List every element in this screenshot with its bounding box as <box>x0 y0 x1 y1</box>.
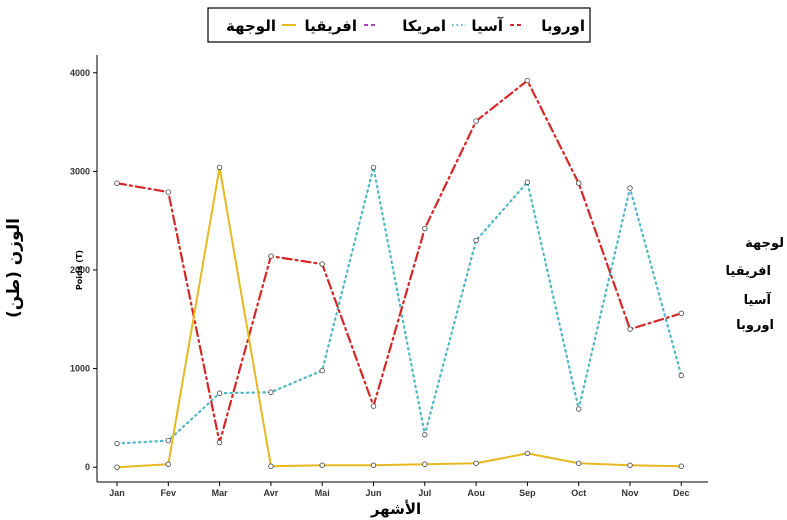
legend-title: الوجهة <box>226 17 276 35</box>
legend-label: آسيا <box>471 17 504 35</box>
x-tick-label: Fev <box>161 488 177 498</box>
data-point <box>678 310 684 317</box>
x-tick-label: Jan <box>109 488 125 498</box>
legend-label: افريقيا <box>305 17 357 35</box>
data-point <box>319 367 325 374</box>
x-axis-title: الأشهر <box>370 500 421 518</box>
y-tick-label: 0 <box>85 462 90 472</box>
data-point <box>216 164 223 171</box>
series-line <box>115 166 683 445</box>
data-point <box>114 464 120 470</box>
y-tick-label: 3000 <box>70 166 90 176</box>
data-point <box>268 463 274 469</box>
data-point <box>422 431 428 438</box>
data-point <box>268 389 274 395</box>
x-tick-label: Jul <box>418 488 431 498</box>
side-legend-item: اوروبا <box>736 318 774 333</box>
x-tick-label: Aou <box>467 488 485 498</box>
y-axis-title: الوزن (طن) <box>4 218 24 318</box>
data-point <box>627 326 633 332</box>
data-point <box>473 118 479 124</box>
side-legend-title: لوجهة <box>745 236 784 251</box>
data-point <box>422 225 428 232</box>
data-point <box>627 185 633 191</box>
x-tick-label: Nov <box>621 488 638 498</box>
data-point <box>678 463 684 469</box>
y-tick-label: 1000 <box>70 364 90 374</box>
data-point <box>422 461 428 467</box>
data-point <box>165 461 171 467</box>
data-point <box>319 261 325 267</box>
x-tick-label: Sep <box>519 488 536 498</box>
data-point <box>370 164 377 171</box>
series-line <box>116 166 683 469</box>
data-point <box>576 460 582 466</box>
series-line <box>115 79 683 444</box>
data-point <box>114 440 120 447</box>
x-tick-label: Oct <box>571 488 586 498</box>
x-tick-label: Mar <box>212 488 229 498</box>
data-point <box>370 462 377 468</box>
data-point <box>678 372 684 379</box>
x-tick-label: Dec <box>673 488 690 498</box>
data-point <box>524 77 531 84</box>
data-point <box>524 450 531 457</box>
data-point <box>524 179 531 185</box>
y-axis-secondary-title: Poids (T) <box>75 250 84 290</box>
legend: اوروبا آسيا امريكا افريقيا الوجهة <box>207 7 591 43</box>
data-point <box>216 439 223 446</box>
data-point <box>216 390 223 396</box>
data-point <box>473 237 479 244</box>
data-point <box>165 189 171 195</box>
data-point <box>114 180 120 186</box>
legend-label: اوروبا <box>541 17 585 35</box>
data-point <box>319 462 325 468</box>
x-tick-label: Jun <box>365 488 381 498</box>
x-tick-label: Avr <box>264 488 279 498</box>
legend-label: امريكا <box>402 17 446 35</box>
data-point <box>473 460 479 466</box>
data-point <box>576 180 582 186</box>
data-point <box>576 406 582 412</box>
data-point <box>268 253 274 259</box>
data-point <box>370 403 377 409</box>
x-tick-label: Mai <box>315 488 330 498</box>
side-legend-item: آسيا <box>743 293 771 308</box>
side-legend-item: افريقيا <box>725 264 771 279</box>
y-tick-label: 2000 <box>70 265 90 275</box>
y-tick-label: 4000 <box>70 68 90 78</box>
data-point <box>165 437 171 444</box>
data-point <box>627 462 633 468</box>
